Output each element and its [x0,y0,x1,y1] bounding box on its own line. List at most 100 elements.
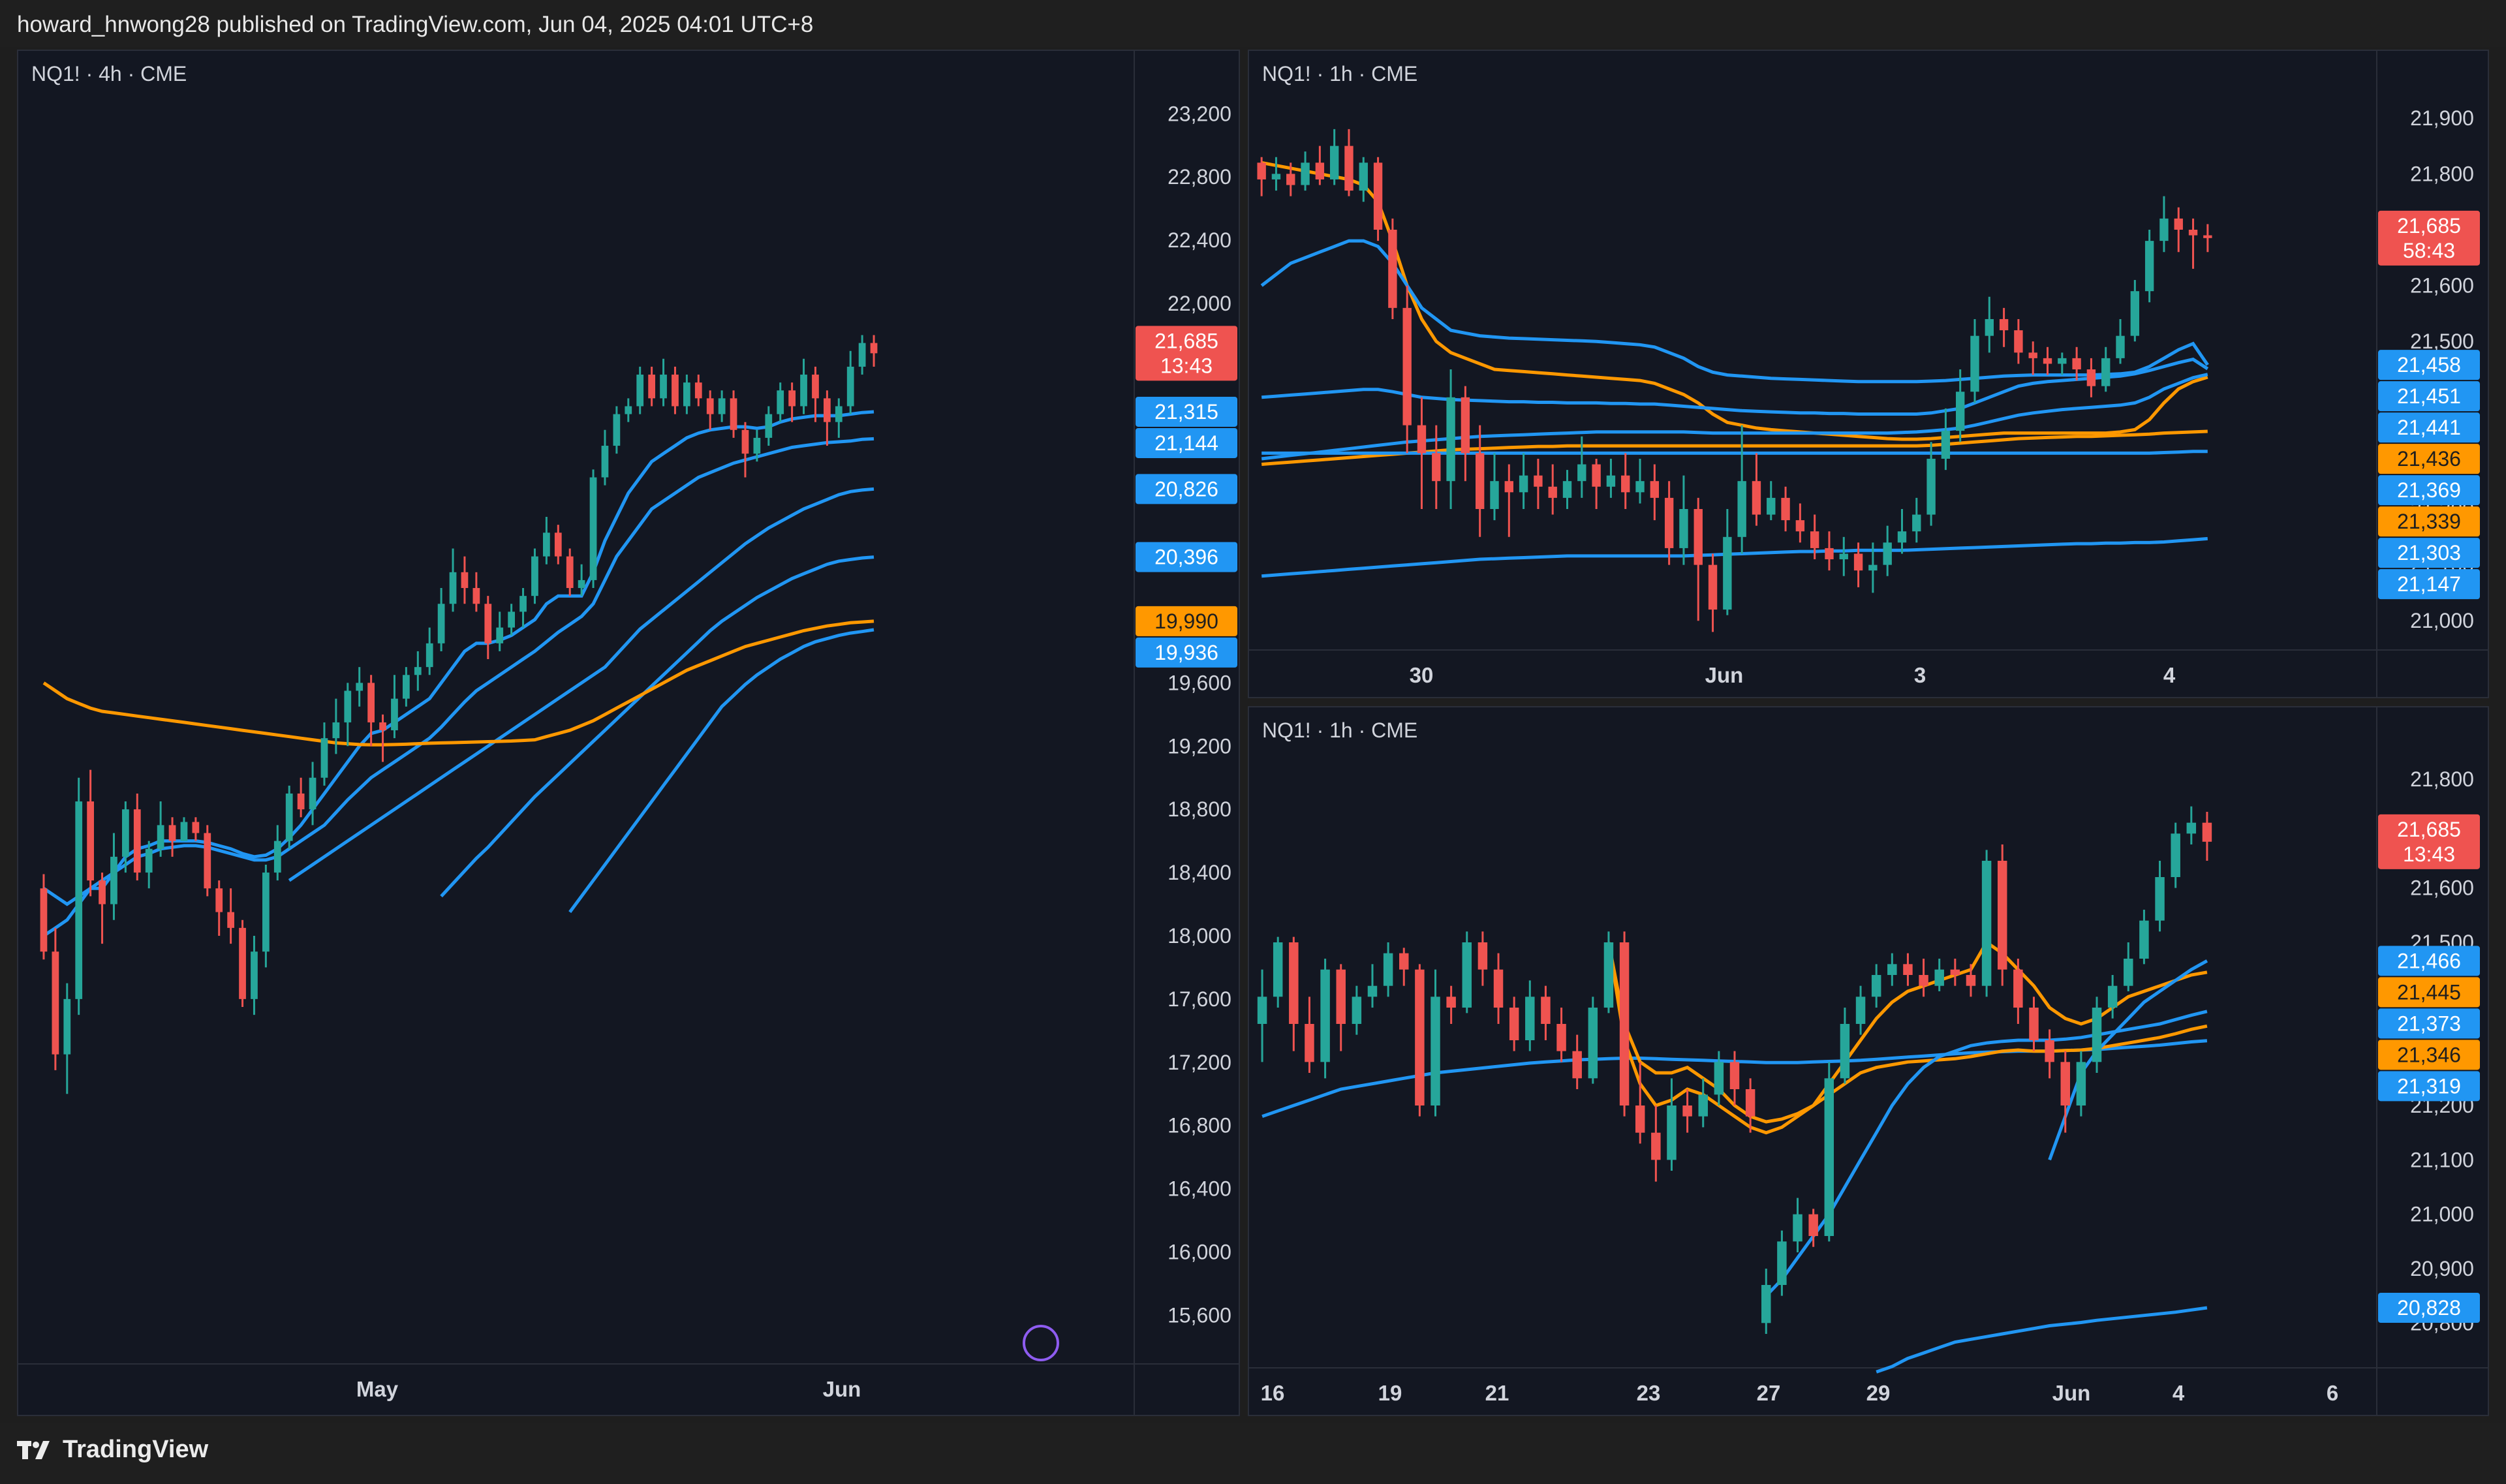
candle-body [1808,1214,1818,1236]
price-label: 19,990 [1154,610,1218,633]
moving-average-line [1607,940,2208,1135]
candle-body [1289,942,1299,1024]
candle-body [1504,481,1513,493]
candle-body [1301,162,1310,185]
chart-1h-top[interactable]: NQ1! · 1h · CME21,90021,80021,70021,6002… [1249,51,2488,697]
y-tick-label: 21,000 [2410,1203,2474,1226]
candle-body [1621,475,1630,493]
price-label: 21,451 [2397,384,2461,408]
price-label: 21,466 [2397,949,2461,972]
price-label: 21,144 [1154,431,1218,455]
price-label: 20,828 [2397,1296,2461,1320]
chart-4h[interactable]: NQ1! · 4h · CME 23,200 22,800 22,400 22,000 1… [18,51,1239,1415]
moving-average-line [1765,1010,2208,1297]
moving-average-line [1260,239,2209,384]
candle-body [472,588,480,604]
candle-body [706,398,714,414]
candle-body [2144,241,2154,292]
candle-body [133,809,141,873]
candle-body [765,414,773,438]
candle-body [694,382,702,399]
candle-body [1352,997,1362,1024]
price-label-box [1136,637,1237,668]
tradingview-logo[interactable]: TradingView [17,1436,208,1464]
candle-body [1981,861,1992,986]
chart-background [1249,51,2488,697]
candle-body [1490,481,1499,509]
candle-body [2203,235,2212,238]
candle-body [1903,964,1913,975]
candle-body [2058,358,2067,364]
price-label: 21,458 [2397,353,2461,377]
price-label-box [2378,350,2480,380]
candle-body [1795,520,1805,532]
header-bar: howard_hnwong28 published on TradingView… [0,0,2506,47]
candle-body [437,604,445,643]
chart-panel-1h-top[interactable]: NQ1! · 1h · CME21,90021,80021,70021,6002… [1248,50,2489,698]
price-label-timer: 13:43 [1160,354,1213,377]
price-label-box [2378,946,2480,976]
y-tick-label: 17,600 [1168,987,1231,1011]
y-tick-label: 16,400 [1168,1177,1231,1201]
y-tick-label: 16,800 [1168,1114,1231,1137]
price-label-box [2378,1293,2480,1323]
moving-average-line [1261,450,2208,455]
candle-body [648,375,655,399]
price-label-box [2378,506,2480,537]
price-label-box [1136,606,1237,636]
candle-body [824,398,831,422]
price-label-box [2378,977,2480,1008]
candle-body [1462,942,1472,1008]
price-label-box [2378,1040,2480,1070]
moving-average-line [288,487,874,882]
moving-average-line [42,437,874,906]
candle-body [1592,464,1601,487]
chart-panel-4h[interactable]: NQ1! · 4h · CME 23,200 22,800 22,400 22,000 1… [17,50,1240,1416]
price-label: 21,147 [2397,572,2461,596]
candle-body [379,722,386,731]
candle-body [1556,1024,1566,1051]
price-label: 21,685 [2397,214,2461,238]
candle-body [1824,1078,1834,1236]
candle-body [1635,481,1645,493]
candle-body [1548,486,1557,498]
candle-body [2014,330,2023,353]
candle-body [2186,822,2197,834]
x-tick-label: May [356,1377,399,1401]
price-label: 21,445 [2397,980,2461,1004]
candle-body [168,825,176,841]
x-tick-label: 30 [1410,663,1434,687]
candle-body [309,777,317,810]
chart-panel-1h-bottom[interactable]: NQ1! · 1h · CME21,80021,70021,60021,5002… [1248,706,2489,1416]
candle-body [1344,146,1354,191]
chart-1h-bottom[interactable]: NQ1! · 1h · CME21,80021,70021,60021,5002… [1249,707,2488,1415]
price-label-box [2378,381,2480,412]
y-tick-label: 22,800 [1168,165,1231,189]
candle-body [1509,1008,1519,1040]
publish-info: howard_hnwong28 published on TradingView… [17,12,814,37]
y-tick-label: 21,800 [2410,162,2474,185]
y-tick-label: 18,000 [1168,924,1231,948]
candle-body [87,801,94,881]
candle-body [753,437,761,454]
candle-body [508,611,515,628]
candle-body [1682,1105,1692,1117]
candle-body [1577,464,1586,482]
moving-average-line [1876,1306,2208,1374]
price-label: 21,303 [2397,541,2461,564]
candle-body [157,825,164,849]
candle-body [1286,174,1295,185]
x-tick-label: 4 [2163,663,2176,687]
price-label: 21,346 [2397,1043,2461,1066]
price-label-box [2378,538,2480,568]
candle-body [1329,146,1339,179]
x-tick-label: 6 [2327,1381,2338,1405]
replay-icon [1023,1325,1059,1361]
moving-average-line [440,555,874,898]
price-label: 21,685 [2397,818,2461,841]
candle-body [1970,335,1979,392]
candle-body [1855,997,1866,1024]
candle-body [1714,1062,1724,1095]
candle-body [1525,997,1535,1040]
candle-body [449,572,457,604]
